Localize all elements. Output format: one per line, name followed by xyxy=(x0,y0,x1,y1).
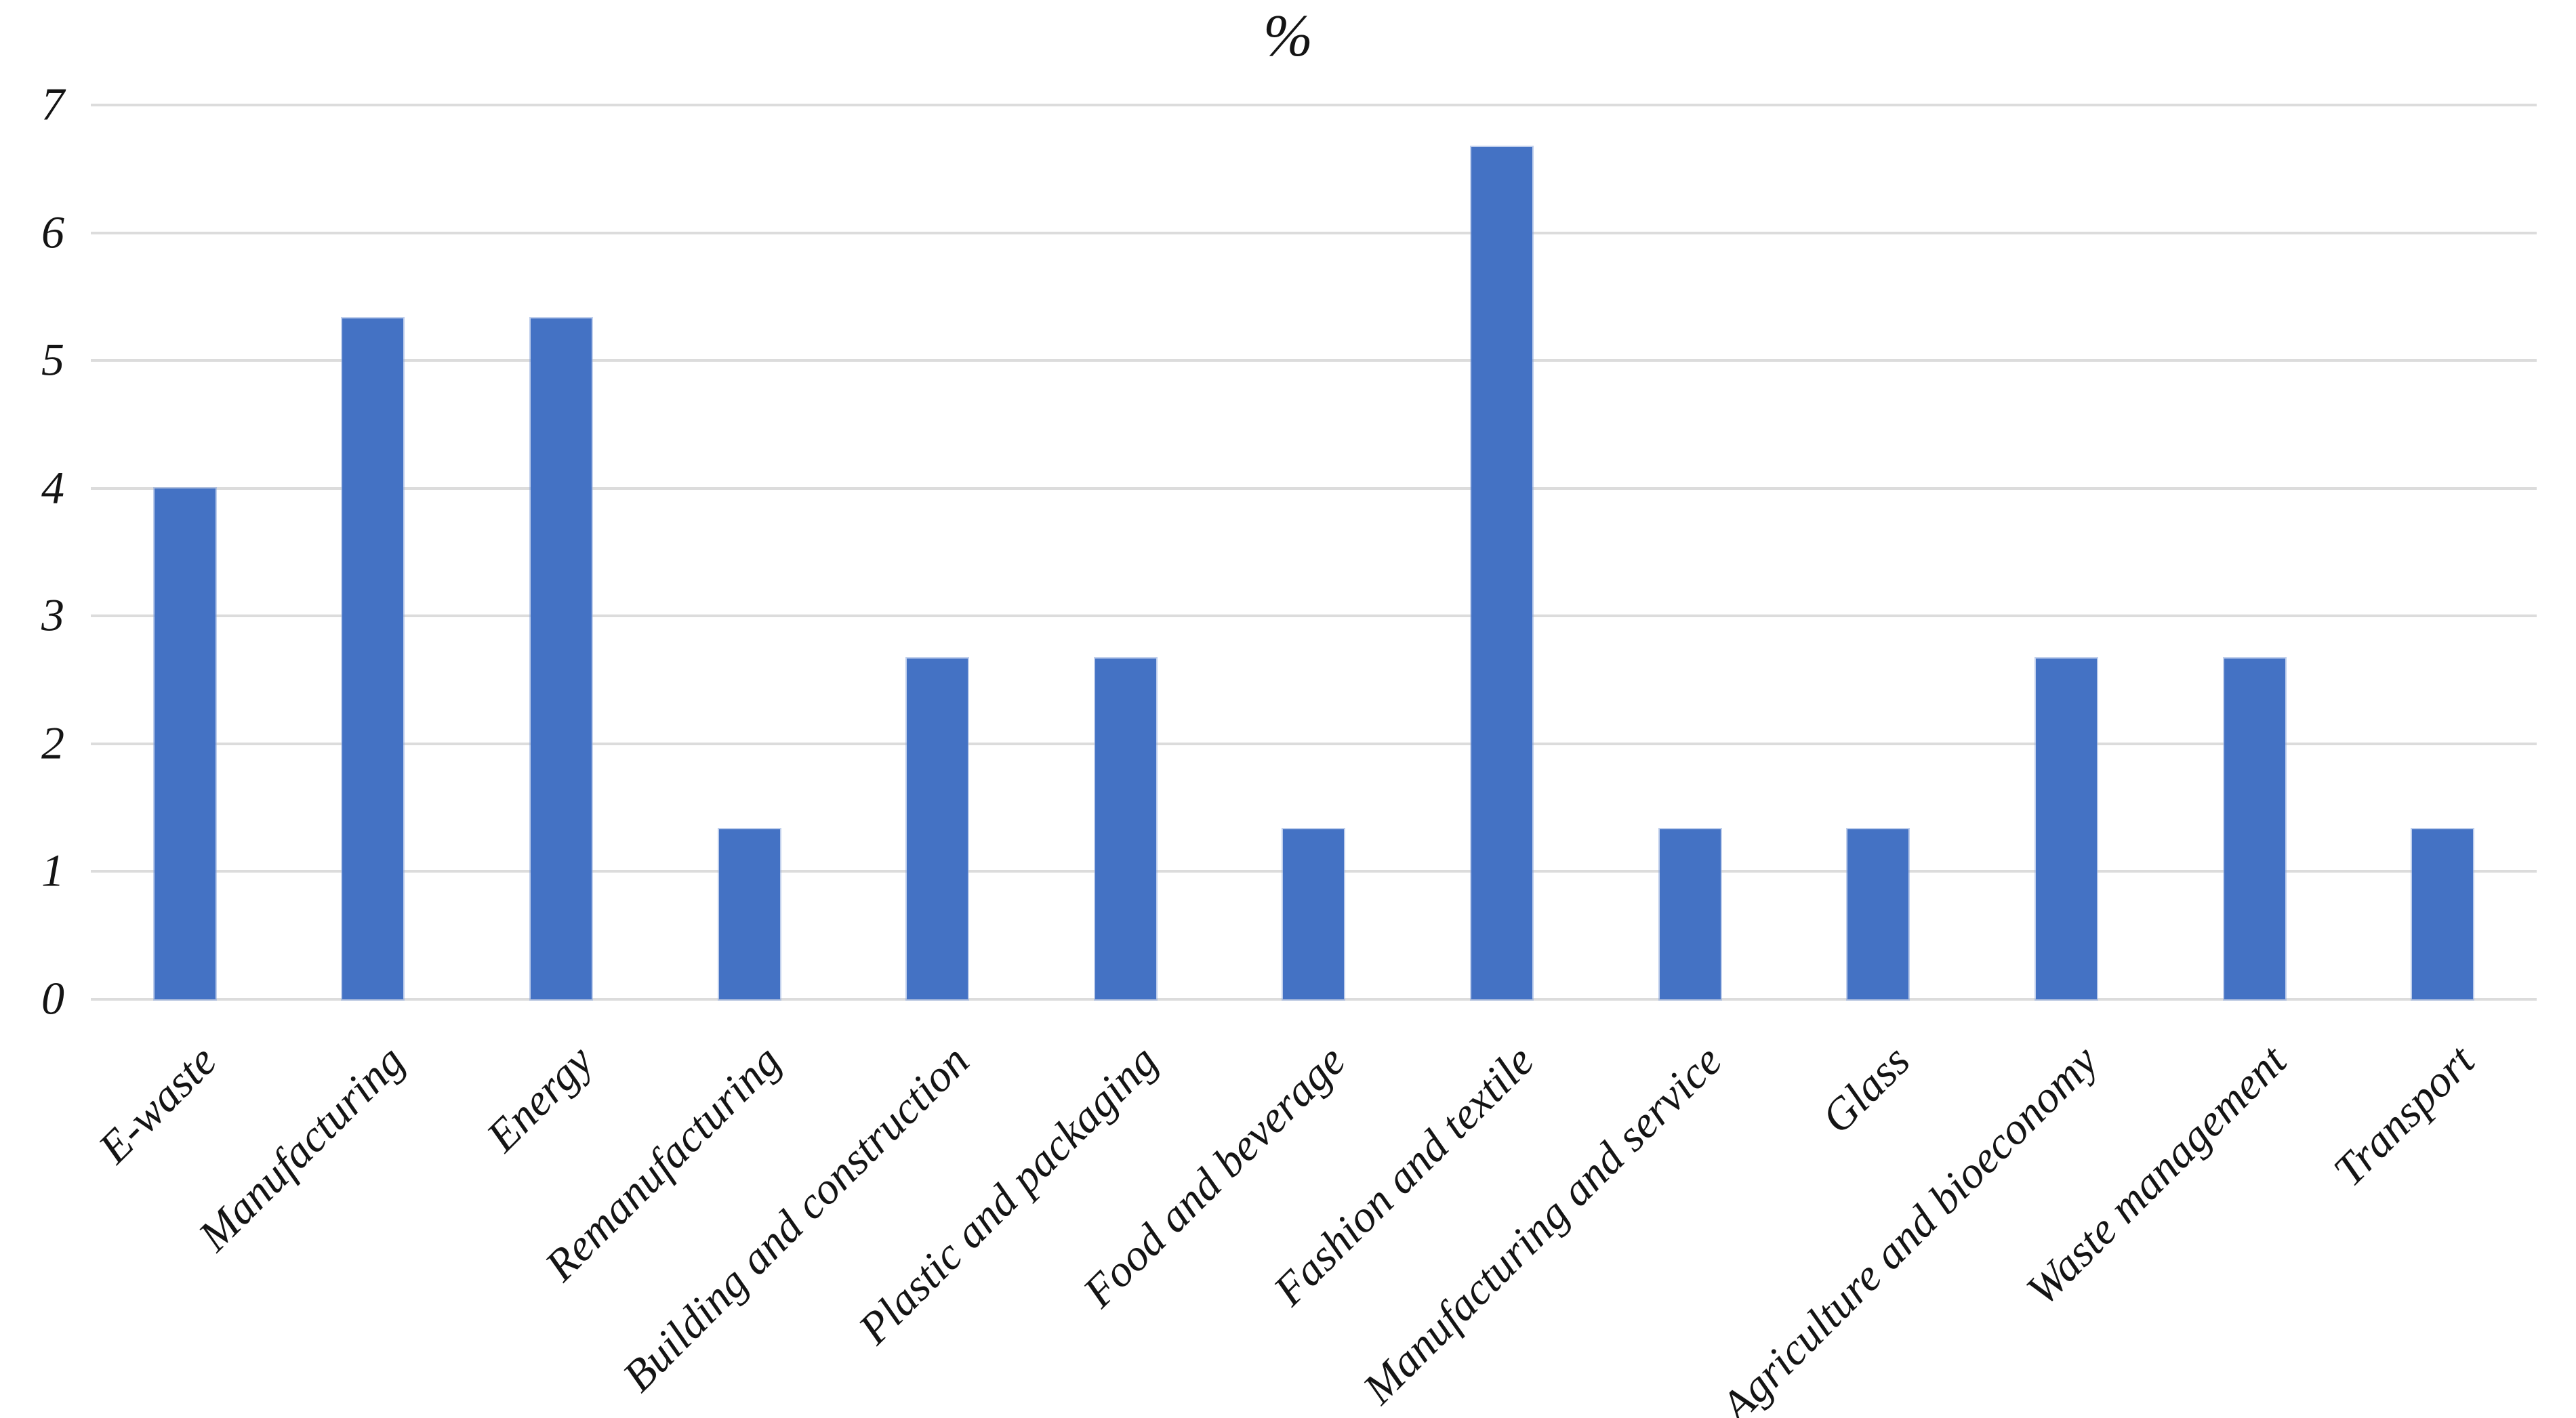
gridline xyxy=(91,742,2537,745)
y-tick-label: 2 xyxy=(41,717,64,769)
x-axis-label: Manufacturing and service xyxy=(1353,1036,1732,1414)
y-tick-label: 0 xyxy=(41,972,64,1024)
bar-slot xyxy=(1408,105,1596,999)
y-tick-label: 3 xyxy=(41,589,64,641)
gridline xyxy=(91,998,2537,1001)
bar-slot xyxy=(467,105,655,999)
bar xyxy=(1847,829,1909,999)
chart-title: % xyxy=(1263,3,1313,69)
y-tick-label: 6 xyxy=(41,206,64,258)
bar-slot xyxy=(91,105,279,999)
bar xyxy=(2035,658,2097,999)
bar xyxy=(1095,658,1156,999)
gridline xyxy=(91,231,2537,234)
bar xyxy=(2224,658,2285,999)
x-axis-label: Glass xyxy=(1812,1036,1920,1144)
bar xyxy=(2412,829,2474,999)
y-tick-label: 1 xyxy=(41,845,64,897)
bar xyxy=(1659,829,1721,999)
bar-slot xyxy=(1220,105,1408,999)
bar-slot xyxy=(279,105,468,999)
bar xyxy=(907,658,968,999)
bar xyxy=(1471,147,1533,999)
bar-slot xyxy=(1031,105,1220,999)
bar xyxy=(531,318,592,999)
x-axis-label: E-waste xyxy=(89,1036,226,1173)
bar xyxy=(154,488,216,999)
bar-slot xyxy=(1596,105,1784,999)
x-axis-label: Energy xyxy=(477,1036,602,1161)
bar-slot xyxy=(1972,105,2161,999)
y-tick-label: 7 xyxy=(41,78,64,130)
gridline xyxy=(91,614,2537,618)
bar xyxy=(342,318,404,999)
x-axis-label: Building and construction xyxy=(613,1036,979,1402)
bar-slot xyxy=(843,105,1031,999)
y-tick-label: 4 xyxy=(41,461,64,514)
gridline xyxy=(91,486,2537,490)
bar-slot xyxy=(655,105,844,999)
bar xyxy=(1283,829,1345,999)
bar xyxy=(718,829,780,999)
bars-layer xyxy=(91,105,2537,999)
bar-slot xyxy=(2161,105,2349,999)
gridline xyxy=(91,359,2537,362)
bar-slot xyxy=(2348,105,2537,999)
x-axis-label: Transport xyxy=(2324,1036,2484,1196)
gridline xyxy=(91,104,2537,106)
bar-slot xyxy=(1784,105,1972,999)
y-tick-label: 5 xyxy=(41,333,64,385)
x-axis-label: Agriculture and bioeconomy xyxy=(1711,1036,2108,1418)
plot-area xyxy=(91,104,2537,1001)
